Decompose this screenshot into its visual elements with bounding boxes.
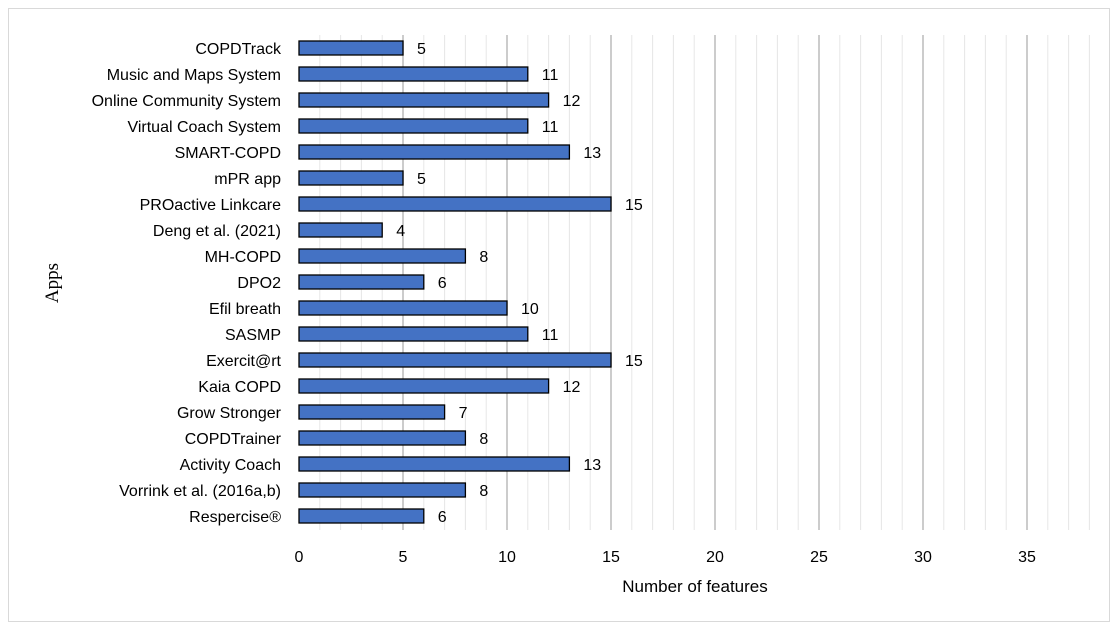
data-label: 11 [542, 327, 559, 344]
bar [298, 92, 550, 108]
category-label: DPO2 [237, 275, 281, 292]
bar [298, 482, 467, 498]
x-tick-label: 35 [1018, 549, 1036, 566]
data-label: 15 [625, 197, 643, 214]
x-axis-title: Number of features [622, 577, 768, 596]
data-label: 7 [459, 405, 468, 422]
data-label: 8 [479, 483, 488, 500]
category-label: COPDTrack [195, 41, 282, 58]
bars [298, 40, 612, 524]
data-label: 5 [417, 41, 426, 58]
bar [298, 40, 404, 56]
data-label: 11 [542, 119, 559, 136]
bar [298, 274, 425, 290]
x-tick-label: 15 [602, 549, 620, 566]
x-tick-label: 20 [706, 549, 724, 566]
bar [298, 508, 425, 524]
bar [298, 378, 550, 394]
bar [298, 430, 467, 446]
gridlines [319, 35, 1090, 530]
bar [298, 144, 571, 160]
data-label: 8 [479, 249, 488, 266]
category-label: Respercise® [189, 509, 281, 526]
bar [298, 66, 529, 82]
data-label: 12 [563, 379, 581, 396]
bar [298, 248, 467, 264]
data-label: 6 [438, 509, 447, 526]
bar [298, 196, 612, 212]
x-tick-label: 5 [399, 549, 408, 566]
category-label: Music and Maps System [107, 67, 281, 84]
category-label: Virtual Coach System [127, 119, 281, 136]
category-label: Vorrink et al. (2016a,b) [119, 483, 281, 500]
category-label: MH-COPD [205, 249, 281, 266]
x-tick-labels: 0 5 10 15 20 25 30 35 [295, 549, 1036, 566]
bar [298, 118, 529, 134]
category-label: Efil breath [209, 301, 281, 318]
category-label: Deng et al. (2021) [153, 223, 281, 240]
category-label: Online Community System [92, 93, 281, 110]
category-label: COPDTrainer [185, 431, 282, 448]
bar [298, 456, 571, 472]
data-label: 4 [396, 223, 405, 240]
x-tick-label: 30 [914, 549, 932, 566]
data-label: 10 [521, 301, 539, 318]
data-label: 11 [542, 67, 559, 84]
category-label: SASMP [225, 327, 281, 344]
bar [298, 222, 383, 238]
data-label: 5 [417, 171, 426, 188]
data-label: 12 [563, 93, 581, 110]
category-label: Exercit@rt [206, 353, 281, 370]
category-label: Kaia COPD [198, 379, 281, 396]
category-label: Activity Coach [180, 457, 281, 474]
category-labels: COPDTrack Music and Maps System Online Com… [92, 41, 282, 526]
data-label: 15 [625, 353, 643, 370]
bar [298, 404, 446, 420]
chart-frame [8, 8, 1110, 622]
bar [298, 170, 404, 186]
category-label: PROactive Linkcare [140, 197, 281, 214]
category-label: Grow Stronger [177, 405, 282, 422]
x-tick-label: 10 [498, 549, 516, 566]
bar [298, 352, 612, 368]
y-axis-title: Apps [42, 263, 63, 303]
bar [298, 300, 508, 316]
category-label: mPR app [214, 171, 281, 188]
data-label: 8 [479, 431, 488, 448]
x-tick-label: 0 [295, 549, 304, 566]
x-tick-label: 25 [810, 549, 828, 566]
data-label: 13 [583, 457, 601, 474]
data-label: 13 [583, 145, 601, 162]
bar [298, 326, 529, 342]
data-label: 6 [438, 275, 447, 292]
category-label: SMART-COPD [175, 145, 281, 162]
